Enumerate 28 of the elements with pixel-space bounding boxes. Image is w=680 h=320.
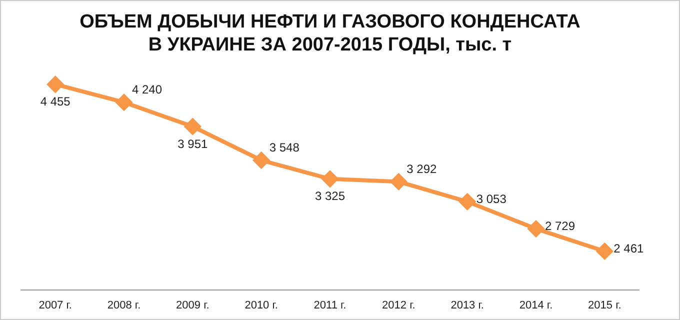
x-tick-label: 2008 г. [107, 299, 141, 312]
point [528, 220, 544, 237]
point [322, 170, 338, 187]
data-label: 2 729 [545, 219, 576, 234]
data-label: 3 548 [269, 140, 300, 155]
data-label: 3 951 [178, 136, 208, 151]
data-label: 2 461 [614, 242, 644, 256]
x-tick-label: 2010 г. [244, 299, 278, 312]
x-tick-label: 2013 г. [450, 299, 484, 312]
data-label: 4 240 [132, 82, 162, 97]
point [459, 194, 476, 210]
x-tick-label: 2009 г. [176, 299, 210, 312]
data-label: 3 325 [314, 189, 346, 204]
point [253, 152, 270, 168]
point [390, 174, 407, 190]
data-label: 4 455 [40, 94, 71, 109]
x-tick-label: 2012 г. [382, 299, 416, 312]
x-tick-label: 2011 г. [314, 299, 346, 312]
point [596, 243, 613, 260]
point [47, 76, 64, 92]
x-tick-label: 2007 г. [38, 299, 72, 312]
point [184, 118, 201, 135]
chart-title: ОБЪЕМ ДОБЫЧИ НЕФТИ И ГАЗОВОГО КОНДЕНСАТА В УКРАИНЕ ЗА 2007-2015 ГОДЫ, тыс. т [80, 12, 581, 56]
x-tick-label: 2014 г. [519, 299, 553, 312]
x-tick-label: 2015 г. [588, 299, 622, 312]
point [116, 94, 132, 110]
data-label: 3 053 [476, 192, 507, 206]
data-label: 3 292 [406, 162, 438, 176]
